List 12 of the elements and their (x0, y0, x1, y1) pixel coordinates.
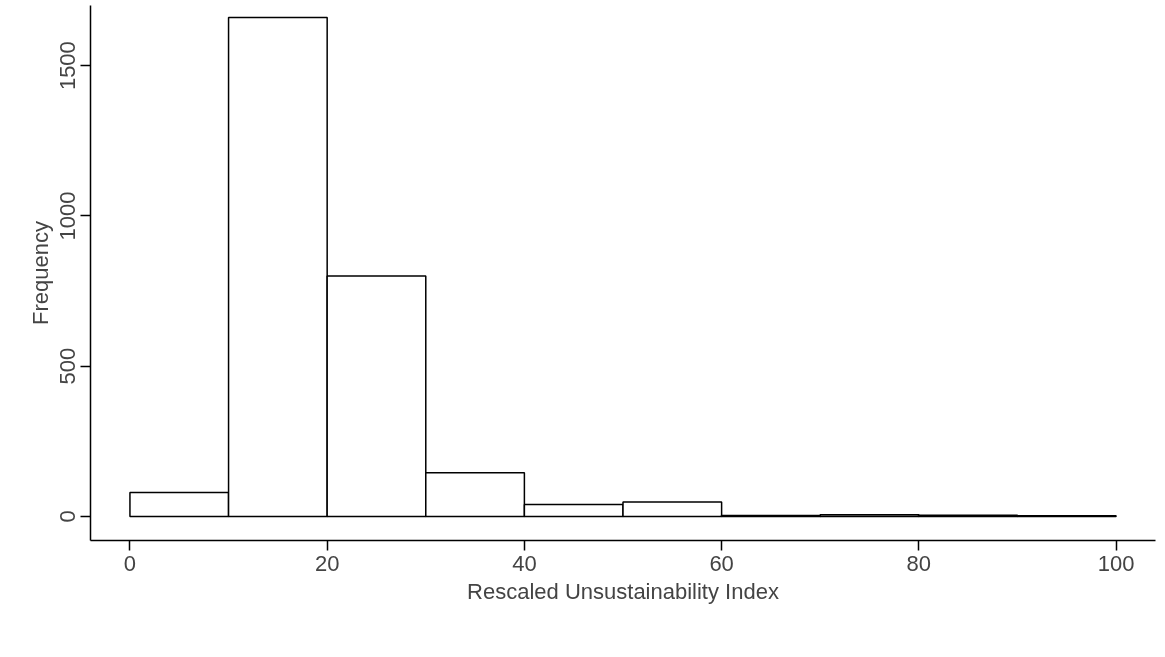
x-tick-label: 80 (906, 550, 932, 576)
x-tick-label: 60 (709, 550, 734, 576)
x-tick-label: 0 (123, 550, 137, 576)
y-tick-label: 1500 (55, 41, 81, 91)
y-axis-title: Frequency (27, 221, 53, 325)
y-tick-label: 500 (55, 347, 81, 385)
x-tick-label: 40 (512, 550, 537, 576)
x-tick-label: 20 (314, 550, 340, 576)
y-tick-label: 1000 (55, 191, 81, 241)
y-tick-label: 0 (55, 510, 81, 523)
x-tick-label: 100 (1097, 550, 1135, 576)
x-axis-title: Rescaled Unsustainability Index (467, 578, 779, 604)
